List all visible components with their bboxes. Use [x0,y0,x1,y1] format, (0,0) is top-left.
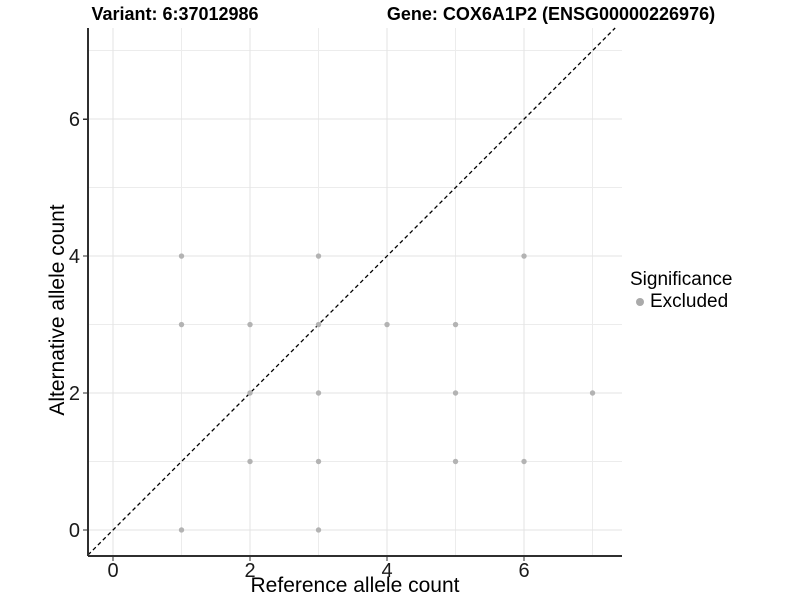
legend-title: Significance [630,269,733,290]
x-tick-label: 4 [381,560,392,582]
x-tick-label: 0 [107,560,118,582]
data-point [315,321,322,328]
legend-dot-icon [636,298,644,306]
data-point [452,458,459,465]
data-point [178,253,185,259]
data-point [521,458,527,465]
data-point [247,390,253,396]
gene-title: Gene: COX6A1P2 (ENSG00000226976) [386,4,716,24]
data-point [247,321,253,328]
data-point [178,527,185,533]
y-tick-label: 4 [69,246,80,268]
data-point [315,527,322,533]
x-tick-label: 6 [518,560,529,582]
y-axis-title: Alternative allele count [46,204,69,416]
data-point [315,253,322,259]
legend: Significance Excluded [630,269,732,313]
data-point [452,390,459,396]
identity-reference-line [87,27,616,556]
data-point [315,458,322,465]
legend-item: Excluded [630,291,732,313]
y-tick-label: 0 [69,520,80,542]
data-point [178,321,185,328]
data-point [315,390,322,396]
data-point [247,458,253,465]
data-point [452,321,459,328]
data-point [589,390,596,396]
y-tick-label: 6 [69,109,80,131]
data-point [521,253,527,259]
x-tick-label: 2 [244,560,255,582]
x-axis-title: Reference allele count [250,574,460,597]
data-point [384,321,390,328]
y-tick-label: 2 [69,383,80,405]
legend-item-label: Excluded [650,291,729,312]
variant-title: Variant: 6:37012986 [91,4,259,24]
